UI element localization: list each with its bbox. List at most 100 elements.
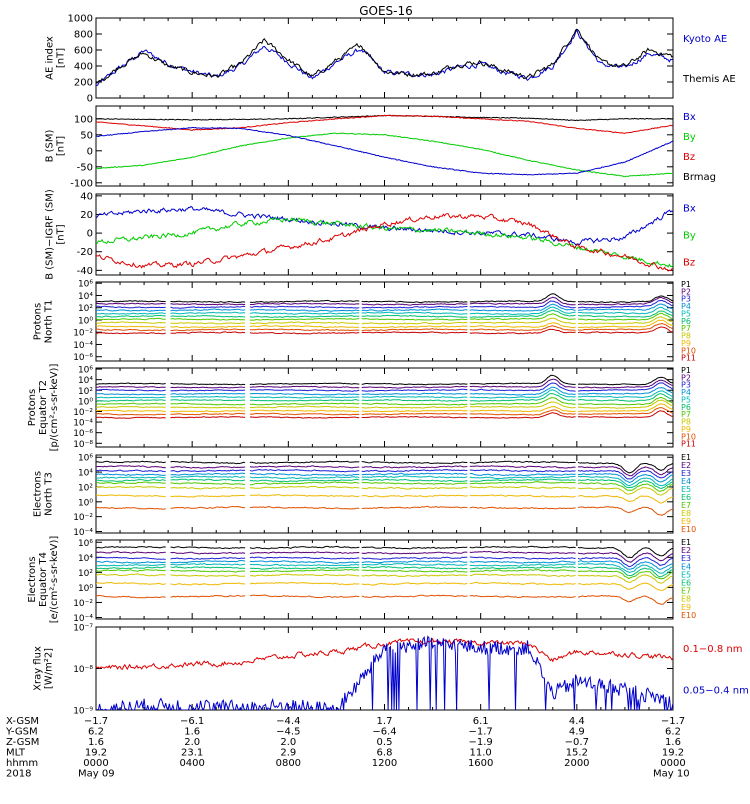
- series-group-eet4: [96, 545, 673, 605]
- channel-line-p9: [96, 409, 166, 413]
- ephemeris-value: 0.5: [377, 737, 393, 748]
- channel-line-p9: [170, 325, 246, 329]
- year-label: 2018: [6, 769, 31, 780]
- ephemeris-row-label-y-gsm: Y-GSM: [5, 727, 38, 738]
- channel-line-e4: [96, 473, 166, 476]
- channel-line-p8: [577, 316, 673, 325]
- legend-p5: P5: [681, 395, 691, 404]
- channel-line-e1: [249, 460, 360, 464]
- channel-line-p10: [469, 325, 576, 331]
- channel-line-p8: [249, 321, 360, 325]
- y-tick-label: 50: [80, 130, 93, 141]
- channel-line-e2: [361, 551, 468, 555]
- channel-line-e1: [361, 461, 468, 465]
- channel-line-e2: [96, 465, 166, 469]
- legend-p11: P11: [681, 354, 696, 363]
- channel-line-e1: [577, 546, 673, 559]
- channel-line-p8: [96, 405, 166, 409]
- channel-line-p10: [170, 328, 246, 332]
- channel-line-p1: [170, 382, 246, 386]
- ephemeris-value: 1.6: [665, 737, 681, 748]
- y-axis-label: Xray flux: [33, 646, 44, 691]
- y-tick-label: 40: [80, 191, 93, 202]
- channel-line-e1: [469, 545, 576, 549]
- ephemeris-row-label-hhmm: hhmm: [6, 758, 38, 769]
- channel-line-e6: [577, 566, 673, 578]
- channel-line-p11: [96, 332, 166, 335]
- channel-line-e2: [469, 550, 576, 555]
- channel-line-e8: [96, 485, 166, 489]
- channel-line-e6: [170, 478, 246, 482]
- y-axis-label: North T1: [44, 300, 55, 344]
- ephemeris-value: 15.2: [566, 748, 588, 759]
- channel-line-p9: [96, 325, 166, 328]
- series-bx: [96, 205, 673, 246]
- ephemeris-value: 0800: [276, 758, 301, 769]
- ephemeris-value: 6.8: [377, 748, 393, 759]
- ephemeris-value: −1.7: [661, 716, 685, 727]
- channel-line-e1: [361, 546, 468, 550]
- channel-line-e8: [249, 573, 360, 577]
- channel-line-e1: [170, 546, 246, 550]
- ephemeris-value: 11.0: [470, 748, 492, 759]
- y-axis-label: [e/(cm²-s-sr-keV)]: [49, 536, 60, 624]
- channel-line-p3: [170, 389, 246, 392]
- channel-line-e3: [96, 556, 166, 560]
- legend-e4: E4: [681, 477, 691, 486]
- legend-e8: E8: [681, 595, 691, 604]
- series-group-ent3: [96, 460, 673, 516]
- channel-line-p8: [170, 322, 246, 325]
- legend-bz: Bz: [683, 152, 695, 163]
- y-tick-label: 0: [87, 94, 93, 105]
- legend-bx: Bx: [683, 204, 696, 215]
- legend-p9: P9: [681, 425, 691, 434]
- y-tick-label: 10⁻⁶: [73, 429, 93, 439]
- channel-line-p2: [361, 303, 468, 306]
- y-tick-label: -40: [77, 266, 93, 277]
- legend-e9: E9: [681, 603, 691, 612]
- y-axis-label: [W/m²2]: [44, 648, 55, 689]
- legend-p6: P6: [681, 403, 691, 412]
- channel-line-e8: [469, 485, 576, 489]
- y-tick-label: 10⁴: [78, 376, 93, 386]
- legend-e2: E2: [681, 546, 691, 555]
- channel-line-p9: [577, 403, 673, 412]
- channel-line-p7: [96, 317, 166, 321]
- legend-e1: E1: [681, 538, 691, 547]
- channel-line-e4: [577, 472, 673, 483]
- legend-p10: P10: [681, 432, 696, 441]
- channel-line-p7: [469, 313, 576, 321]
- legend-0-1-0-8-nm: 0.1−0.8 nm: [683, 644, 742, 655]
- ephemeris-value: 1.6: [88, 737, 104, 748]
- channel-line-p4: [249, 308, 360, 312]
- channel-line-p6: [170, 399, 246, 402]
- channel-line-p5: [96, 396, 166, 399]
- channel-line-e3: [361, 468, 468, 473]
- series-group-pet2: [96, 374, 673, 419]
- channel-line-e4: [96, 560, 166, 564]
- ephemeris-value: 0400: [179, 758, 204, 769]
- channel-line-p8: [469, 317, 576, 325]
- channel-line-p6: [577, 393, 673, 402]
- ephemeris-value: 1200: [372, 758, 397, 769]
- y-tick-label: 10⁻⁴: [73, 419, 93, 429]
- legend-bx: Bx: [683, 112, 696, 123]
- channel-line-e7: [577, 482, 673, 492]
- legend-by: By: [683, 231, 696, 242]
- channel-line-e5: [577, 475, 673, 487]
- channel-line-e7: [577, 570, 673, 580]
- channel-line-e9: [577, 494, 673, 504]
- channel-line-e2: [578, 466, 673, 477]
- channel-line-e8: [170, 574, 246, 578]
- channel-line-e4: [249, 472, 360, 477]
- channel-line-p11: [469, 328, 576, 335]
- channel-line-e10: [577, 506, 673, 516]
- channel-line-e3: [361, 556, 468, 561]
- legend-p3: P3: [681, 381, 691, 390]
- y-tick-label: 10⁻⁸: [73, 665, 93, 675]
- channel-line-p10: [469, 409, 576, 416]
- legend-p11: P11: [681, 440, 696, 449]
- y-tick-label: 10²: [78, 569, 93, 579]
- channel-line-p10: [578, 407, 673, 416]
- y-tick-label: 10²: [78, 304, 93, 314]
